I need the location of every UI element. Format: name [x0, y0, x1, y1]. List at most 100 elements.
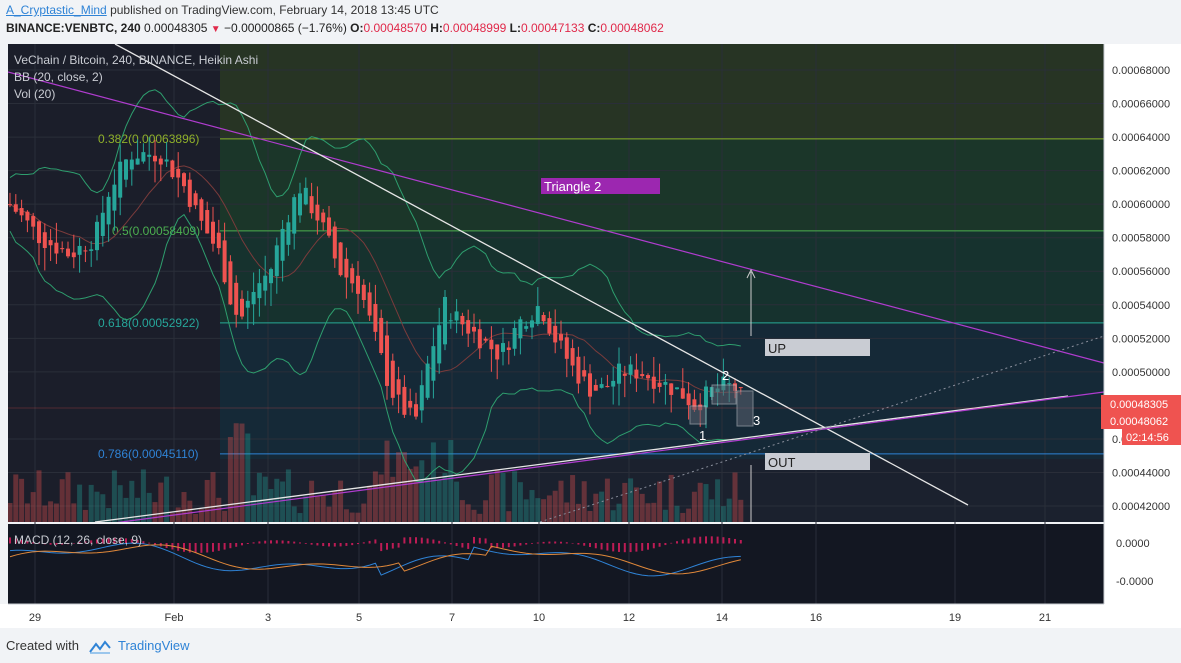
time-axis-labels: 29 Feb 3 5 7 10 12 14 16 19 21 [29, 612, 1051, 624]
macd-hist-bar [658, 543, 661, 547]
legend-title: VeChain / Bitcoin, 240, BINANCE, Heikin … [14, 53, 258, 67]
candle-body [390, 360, 395, 398]
white-trendline-ascending[interactable] [94, 395, 1069, 522]
time-axis[interactable] [0, 604, 1181, 628]
volume-bar [494, 469, 500, 522]
fib-zone-500-618 [220, 231, 1104, 324]
macd-hist-bar [61, 543, 64, 545]
volume-bar [651, 502, 657, 522]
macd-hist-bar [496, 543, 499, 549]
session-shade [8, 44, 220, 522]
volume-bar [581, 481, 587, 522]
volume-bar [65, 472, 71, 522]
candle-body [118, 161, 123, 198]
volume-bar [483, 500, 489, 522]
macd-hist-bar [455, 543, 458, 547]
volume-bar [703, 484, 709, 522]
volume-bar [633, 487, 639, 522]
candle-body [245, 300, 250, 308]
candle-body [315, 204, 320, 221]
volume-bar [442, 473, 448, 522]
legend-macd[interactable]: MACD (12, 26, close, 9) [14, 533, 142, 547]
wave-box-1[interactable] [689, 405, 707, 425]
candle-body [13, 204, 18, 212]
volume-bar [657, 481, 663, 522]
candle-body [675, 387, 679, 390]
candle-body [530, 320, 534, 328]
candle-body [42, 232, 47, 249]
author-link[interactable]: A_Cryptastic_Mind [6, 3, 107, 17]
macd-hist-bar [739, 539, 742, 544]
macd-hist-bar [275, 540, 278, 544]
tradingview-link[interactable]: TradingView [118, 638, 190, 653]
candle-body [385, 335, 389, 386]
volume-bar [668, 474, 674, 522]
price-tick: 0.00042000 [1112, 501, 1170, 513]
wave-box-3[interactable] [736, 390, 754, 427]
time-tick: Feb [165, 612, 184, 624]
volume-bar [541, 499, 547, 522]
fib-label: 0.618(0.00052922) [98, 316, 199, 330]
macd-hist-bar [420, 537, 423, 544]
volume-bar [477, 513, 483, 522]
macd-pane[interactable] [8, 524, 1104, 604]
candle-body [100, 212, 105, 236]
candle-body [25, 211, 30, 221]
volume-bar [146, 492, 152, 522]
volume-bar [488, 474, 494, 522]
candle-body [379, 317, 384, 354]
macd-hist-bar [415, 537, 417, 544]
candle-body [437, 325, 442, 364]
candle-body [431, 346, 436, 381]
macd-hist-bar [629, 543, 632, 553]
volume-bar [355, 512, 361, 522]
last-price: 0.00048305 [144, 21, 208, 35]
volume-bar [448, 440, 454, 522]
candle-body [309, 196, 314, 214]
candle-body [489, 339, 494, 350]
macd-hist-bar [536, 542, 539, 544]
candle-body [512, 327, 517, 349]
legend-bb[interactable]: BB (20, close, 2) [14, 70, 103, 84]
volume-bar [24, 503, 30, 522]
candle-body [495, 344, 500, 360]
volume-bar [338, 480, 344, 522]
volume-bar [529, 490, 535, 522]
candle-body [414, 404, 418, 417]
candle-body [124, 159, 128, 180]
chart-canvas[interactable]: 0.382(0.00063896)0.5(0.00058409)0.618(0.… [0, 40, 1181, 628]
macd-hist-bar [449, 543, 452, 545]
macd-hist-bar [217, 543, 220, 551]
volume-bar [715, 479, 721, 522]
magenta-trendline-top[interactable] [8, 71, 1104, 364]
volume-bar [77, 484, 83, 522]
volume-bar [349, 512, 355, 522]
price-axis[interactable] [1104, 44, 1181, 604]
wave-box-2[interactable] [711, 384, 737, 405]
volume-bar [135, 497, 141, 522]
candle-body [89, 249, 94, 251]
candle-body [327, 217, 331, 236]
macd-hist-bar [328, 543, 330, 547]
volume-bar [639, 493, 645, 522]
volume-bar [593, 493, 599, 522]
candle-body [147, 154, 152, 157]
time-tick: 14 [716, 612, 728, 624]
macd-hist-bar [20, 539, 23, 544]
bb-lower-band [9, 213, 741, 482]
magenta-trendline-bottom[interactable] [8, 391, 1104, 537]
macd-hist-bar [119, 537, 122, 544]
macd-hist-bar [734, 538, 736, 544]
legend-vol[interactable]: Vol (20) [14, 87, 55, 101]
candle-body [199, 199, 204, 221]
candle-body [361, 284, 366, 301]
candle-body [112, 184, 117, 211]
macd-hist-bar [380, 543, 383, 552]
volume-bar [13, 474, 19, 522]
candle-body [541, 315, 546, 322]
candle-body [518, 319, 523, 339]
fib-zone-bottom [220, 459, 1104, 522]
candle-body [721, 376, 726, 391]
volume-bar [320, 495, 326, 522]
countdown-tag-text: 02:14:56 [1126, 432, 1169, 444]
